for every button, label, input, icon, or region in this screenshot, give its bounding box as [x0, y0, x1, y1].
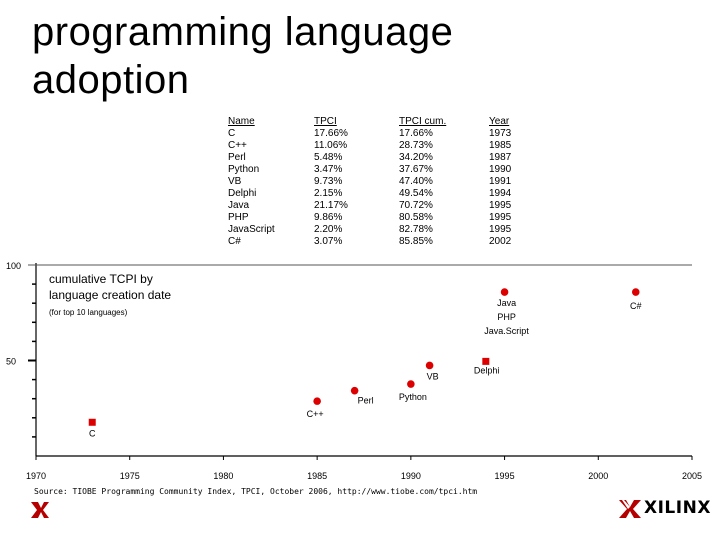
- table-cell: 1995: [489, 212, 512, 223]
- table-cell: 85.85%: [399, 236, 433, 247]
- chart-subtitle: (for top 10 languages): [49, 308, 128, 317]
- table-cell: 17.66%: [314, 128, 348, 139]
- table-cell: 1994: [489, 188, 512, 199]
- y-tick-label: 100: [6, 261, 21, 271]
- x-tick-label: 1995: [495, 471, 515, 481]
- table-cell: VB: [228, 176, 242, 187]
- corner-logo-mark: [31, 502, 49, 518]
- table-cell: 21.17%: [314, 200, 348, 211]
- table-cell: 2002: [489, 236, 512, 247]
- chart-title: cumulative TCPI by language creation date: [49, 272, 171, 302]
- table-cell: 49.54%: [399, 188, 433, 199]
- header-year: Year: [489, 116, 510, 127]
- header-tpci-cum: TPCI cum.: [399, 116, 447, 127]
- table-row: PHP 9.86% 80.58% 1995: [228, 212, 529, 224]
- data-point-java-php-javascript: [500, 288, 509, 296]
- data-point-vb: [425, 361, 434, 370]
- page-title: programming language adoption: [32, 8, 453, 104]
- data-label-c-: C++: [307, 409, 324, 419]
- table-cell: 1995: [489, 200, 512, 211]
- table-cell: Java: [228, 200, 250, 211]
- x-tick-label: 1985: [307, 471, 327, 481]
- table-cell: 70.72%: [399, 200, 433, 211]
- table-cell: 1995: [489, 224, 512, 235]
- data-label-vb: VB: [427, 371, 439, 381]
- table-cell: 3.07%: [314, 236, 343, 247]
- data-point-c-: [313, 397, 321, 405]
- table-cell: 1990: [489, 164, 512, 175]
- table-cell: Perl: [228, 152, 246, 163]
- x-tick-label: 1980: [213, 471, 233, 481]
- table-cell: 9.86%: [314, 212, 343, 223]
- source-note: Source: TIOBE Programming Community Inde…: [34, 487, 478, 496]
- chart-title-line: cumulative TCPI by: [49, 272, 153, 286]
- data-label-perl: Perl: [358, 396, 374, 406]
- data-label-c-: C#: [630, 301, 642, 311]
- title-line-2: adoption: [32, 58, 190, 102]
- table-cell: 17.66%: [399, 128, 433, 139]
- table-row: Python 3.47% 37.67% 1990: [228, 164, 529, 176]
- table-row: Delphi 2.15% 49.54% 1994: [228, 188, 529, 200]
- table-cell: 1991: [489, 176, 512, 187]
- xilinx-logo: XILINX: [618, 495, 710, 523]
- data-label-stacked: Java: [497, 298, 516, 308]
- chart-title-line: language creation date: [49, 288, 171, 302]
- header-name: Name: [228, 116, 255, 127]
- table-cell: Python: [228, 164, 260, 175]
- table-cell: Delphi: [228, 188, 257, 199]
- data-point-c: [88, 418, 96, 426]
- table-cell: 80.58%: [399, 212, 433, 223]
- data-label-c: C: [89, 428, 96, 438]
- header-tpci: TPCI: [314, 116, 337, 127]
- table-cell: C++: [228, 140, 247, 151]
- x-tick-label: 2000: [588, 471, 608, 481]
- x-tick-label: 2005: [682, 471, 702, 481]
- data-label-python: Python: [399, 392, 427, 402]
- table-cell: 34.20%: [399, 152, 433, 163]
- x-tick-label: 1990: [401, 471, 421, 481]
- table-row: Java 21.17% 70.72% 1995: [228, 200, 529, 212]
- data-label-stacked: PHP: [497, 312, 516, 322]
- table-cell: 5.48%: [314, 152, 343, 163]
- table-row: C 17.66% 17.66% 1973: [228, 128, 529, 140]
- xilinx-logo-mark-icon: [619, 500, 641, 518]
- title-line-1: programming language: [32, 10, 454, 54]
- table-row: VB 9.73% 47.40% 1991: [228, 176, 529, 188]
- table-row: C++ 11.06% 28.73% 1985: [228, 140, 529, 152]
- table-cell: 9.73%: [314, 176, 343, 187]
- table-cell: 11.06%: [314, 140, 348, 151]
- x-tick-label: 1975: [120, 471, 140, 481]
- data-point-c-: [631, 288, 640, 296]
- table-cell: 82.78%: [399, 224, 433, 235]
- data-label-delphi: Delphi: [474, 365, 500, 375]
- table-cell: 47.40%: [399, 176, 433, 187]
- table-row: JavaScript 2.20% 82.78% 1995: [228, 224, 529, 236]
- xilinx-logo-text: XILINX: [644, 498, 711, 518]
- table-cell: 3.47%: [314, 164, 343, 175]
- table-header-row: Name TPCI TPCI cum. Year: [228, 116, 529, 128]
- data-point-delphi: [482, 357, 490, 365]
- tcpi-table: Name TPCI TPCI cum. Year C 17.66% 17.66% 19…: [228, 116, 529, 248]
- y-tick-label: 50: [6, 357, 16, 367]
- table-cell: 1987: [489, 152, 512, 163]
- table-cell: 1973: [489, 128, 512, 139]
- table-cell: 28.73%: [399, 140, 433, 151]
- data-point-perl: [350, 386, 359, 395]
- table-cell: PHP: [228, 212, 249, 223]
- table-cell: 1985: [489, 140, 512, 151]
- table-cell: 2.20%: [314, 224, 343, 235]
- table-row: C# 3.07% 85.85% 2002: [228, 236, 529, 248]
- table-cell: 2.15%: [314, 188, 343, 199]
- x-tick-label: 1970: [26, 471, 46, 481]
- table-cell: C#: [228, 236, 241, 247]
- data-point-python: [407, 380, 415, 388]
- table-cell: C: [228, 128, 236, 139]
- table-cell: 37.67%: [399, 164, 433, 175]
- table-cell: JavaScript: [228, 224, 275, 235]
- table-row: Perl 5.48% 34.20% 1987: [228, 152, 529, 164]
- data-label-stacked: Java.Script: [484, 326, 529, 336]
